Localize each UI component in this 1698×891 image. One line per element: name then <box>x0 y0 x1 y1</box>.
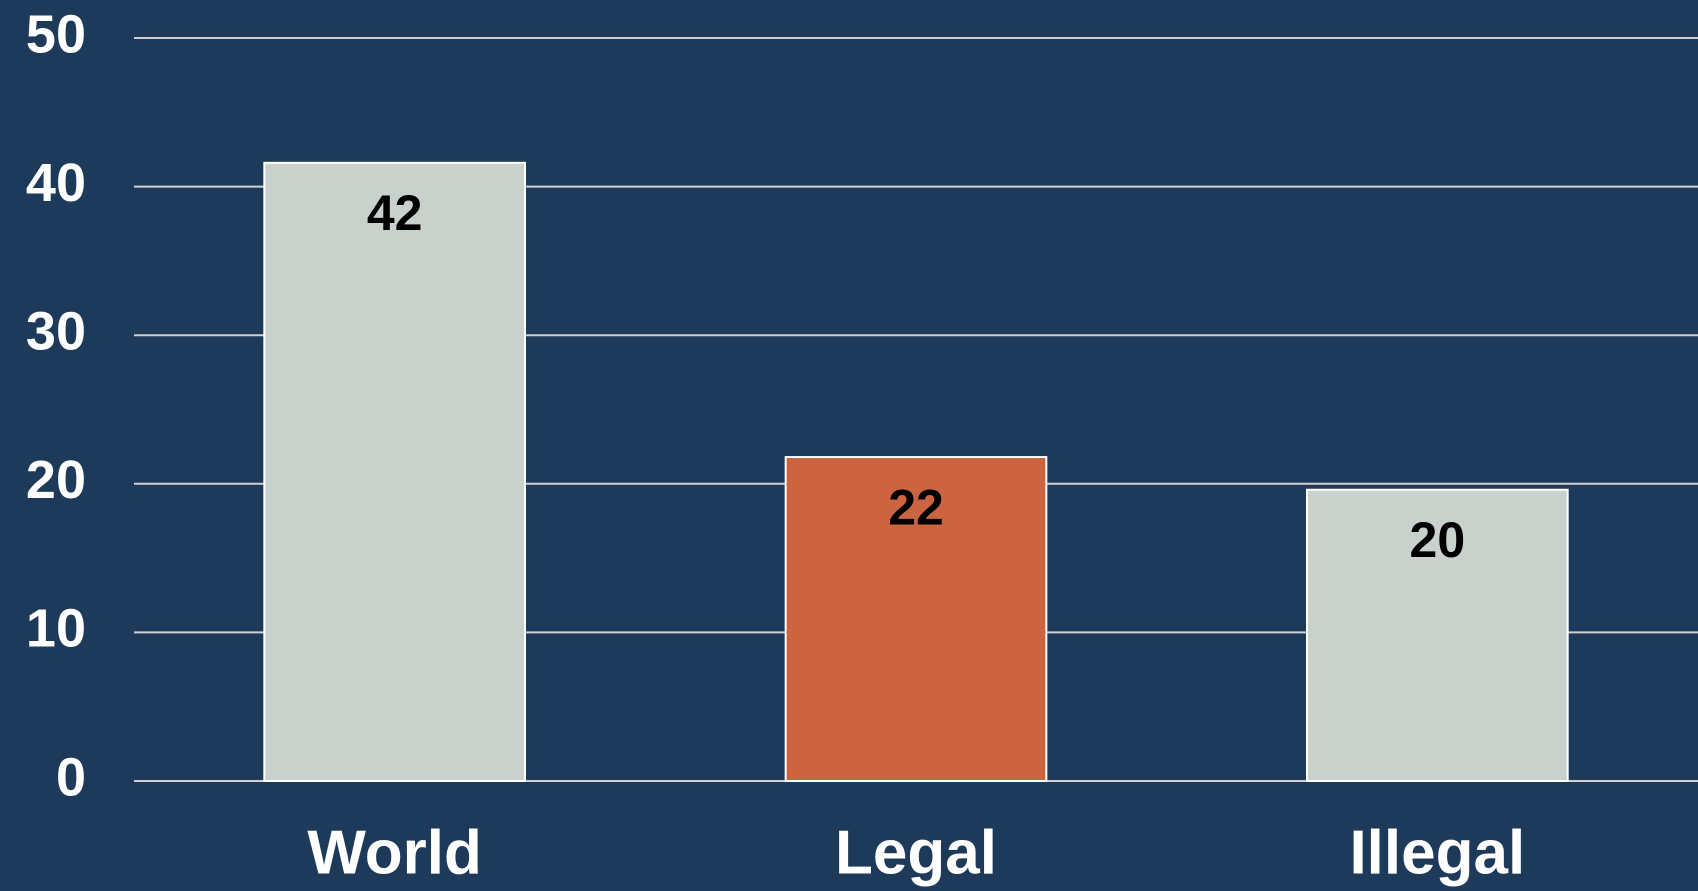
y-tick-label: 20 <box>26 450 86 510</box>
bar <box>263 161 526 783</box>
y-tick-label: 0 <box>56 747 86 807</box>
bar <box>1306 488 1569 782</box>
y-tick-label: 40 <box>26 153 86 213</box>
bar <box>784 456 1048 782</box>
x-tick-label: Legal <box>835 818 997 887</box>
y-tick-label: 30 <box>26 301 86 361</box>
y-tick-label: 50 <box>26 4 86 64</box>
x-tick-label: Illegal <box>1349 818 1525 887</box>
y-tick-label: 10 <box>26 599 86 659</box>
data-label: 42 <box>367 185 423 241</box>
x-tick-label: World <box>307 818 482 887</box>
data-label: 20 <box>1410 512 1466 568</box>
data-label: 22 <box>888 479 944 535</box>
